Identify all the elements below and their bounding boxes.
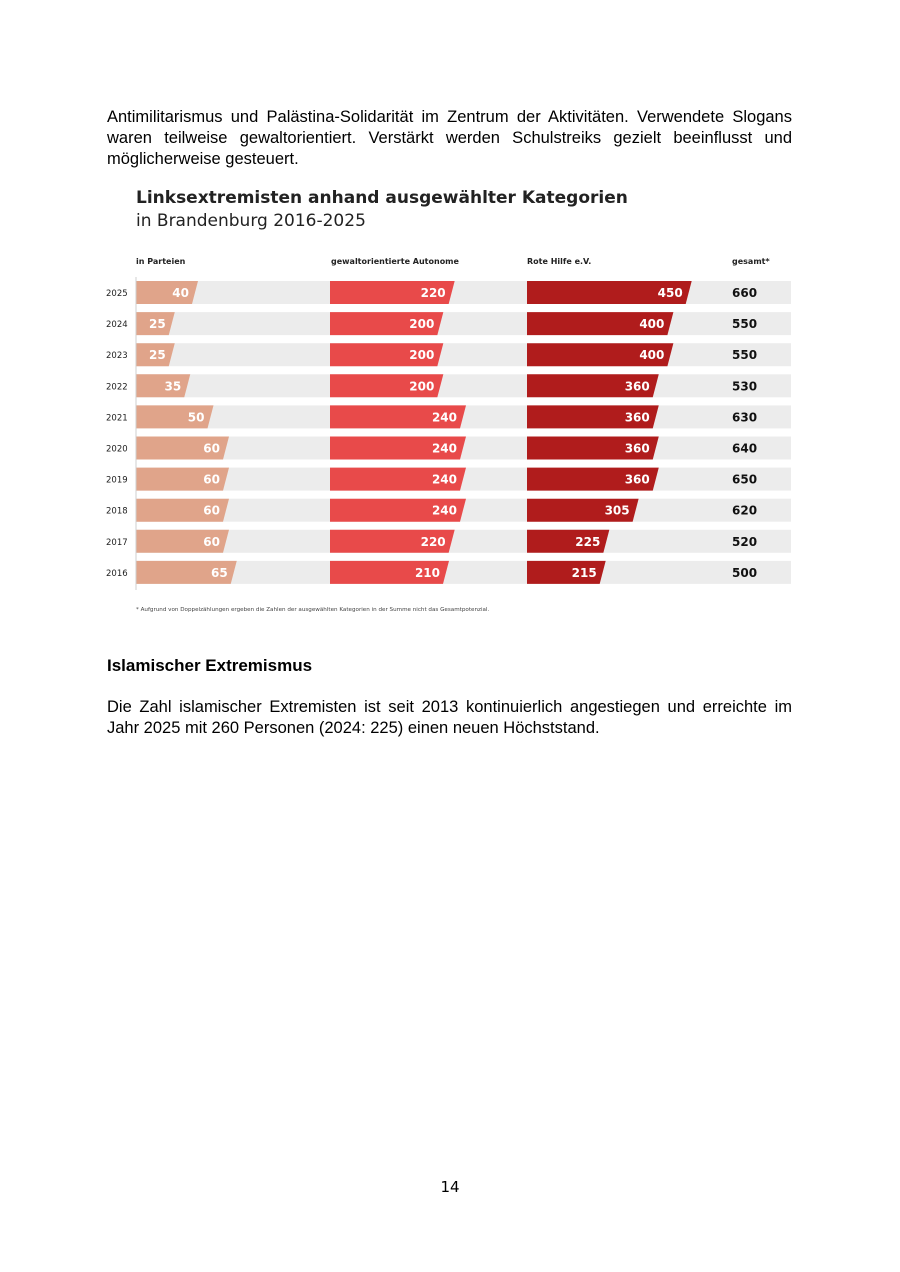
legend-in-parteien: in Parteien <box>136 257 186 266</box>
total-value-label: 620 <box>732 504 757 518</box>
bar-in-parteien <box>136 436 229 460</box>
row-background <box>136 312 791 336</box>
bar-value-label: 60 <box>203 473 220 487</box>
bar-in-parteien <box>136 281 198 304</box>
bar-in-parteien <box>136 560 237 584</box>
year-label: 2022 <box>106 382 128 392</box>
year-label: 2023 <box>106 351 128 361</box>
row-background <box>136 343 791 367</box>
bar-autonome <box>330 281 455 304</box>
section-heading: Islamischer Extremismus <box>107 656 313 675</box>
bar-rote-hilfe <box>527 405 659 429</box>
bar-rote-hilfe <box>527 560 606 584</box>
chart-footnote: * Aufgrund von Doppelzählungen ergeben d… <box>136 607 489 613</box>
year-label: 2021 <box>106 413 128 423</box>
row-background <box>136 529 791 553</box>
bar-value-label: 360 <box>625 379 650 393</box>
bar-in-parteien <box>136 467 229 491</box>
total-value-label: 650 <box>732 473 757 487</box>
bar-autonome <box>330 312 444 336</box>
bar-rote-hilfe <box>527 374 659 398</box>
bar-autonome <box>330 529 455 553</box>
bar-in-parteien <box>136 374 191 398</box>
row-background <box>136 374 791 398</box>
bar-value-label: 240 <box>432 504 457 518</box>
bar-value-label: 360 <box>625 410 650 424</box>
page-number: 14 <box>440 1178 460 1196</box>
bar-value-label: 400 <box>639 348 664 362</box>
bar-rote-hilfe <box>527 343 674 367</box>
body-paragraph: Die Zahl islamischer Extremisten ist sei… <box>107 698 792 737</box>
year-label: 2024 <box>106 320 128 330</box>
bar-value-label: 225 <box>575 535 600 549</box>
bar-autonome <box>330 374 444 398</box>
bar-rote-hilfe <box>527 312 674 336</box>
bar-autonome <box>330 343 444 367</box>
bar-value-label: 450 <box>658 286 683 300</box>
bar-value-label: 305 <box>605 504 630 518</box>
row-background <box>136 560 791 584</box>
intro-paragraph: Antimilitarismus und Palästina-Solidarit… <box>107 108 792 168</box>
bar-in-parteien <box>136 343 175 367</box>
bar-in-parteien <box>136 498 229 522</box>
bar-value-label: 200 <box>409 348 434 362</box>
year-label: 2019 <box>106 476 128 486</box>
row-background <box>136 281 791 304</box>
bar-rote-hilfe <box>527 281 692 304</box>
bar-value-label: 65 <box>211 566 228 580</box>
bar-value-label: 25 <box>149 317 166 331</box>
bar-value-label: 200 <box>409 379 434 393</box>
bar-value-label: 215 <box>572 566 597 580</box>
bar-value-label: 210 <box>415 566 440 580</box>
bar-in-parteien <box>136 405 214 429</box>
bar-value-label: 220 <box>421 286 446 300</box>
bar-value-label: 50 <box>188 410 205 424</box>
bar-value-label: 40 <box>172 286 189 300</box>
year-label: 2017 <box>106 538 128 548</box>
chart-subtitle: in Brandenburg 2016-2025 <box>136 211 366 231</box>
bar-value-label: 200 <box>409 317 434 331</box>
bar-value-label: 240 <box>432 442 457 456</box>
bar-value-label: 240 <box>432 410 457 424</box>
total-value-label: 550 <box>732 317 757 331</box>
total-value-label: 500 <box>732 566 757 580</box>
total-value-label: 530 <box>732 379 757 393</box>
year-label: 2018 <box>106 507 128 517</box>
total-value-label: 520 <box>732 535 757 549</box>
bar-value-label: 360 <box>625 473 650 487</box>
bar-value-label: 60 <box>203 535 220 549</box>
bar-rote-hilfe <box>527 498 639 522</box>
bar-autonome <box>330 467 466 491</box>
bar-autonome <box>330 436 466 460</box>
year-label: 2025 <box>106 289 128 299</box>
bar-value-label: 60 <box>203 504 220 518</box>
total-value-label: 660 <box>732 286 757 300</box>
legend-gesamt: gesamt* <box>732 257 770 266</box>
legend-rote-hilfe: Rote Hilfe e.V. <box>527 257 591 266</box>
total-value-label: 640 <box>732 442 757 456</box>
bar-in-parteien <box>136 529 229 553</box>
bar-value-label: 360 <box>625 442 650 456</box>
bar-rote-hilfe <box>527 436 659 460</box>
total-value-label: 550 <box>732 348 757 362</box>
bar-value-label: 35 <box>165 379 182 393</box>
bar-rote-hilfe <box>527 467 659 491</box>
chart-rows: 2025 40 220 450 660 2024 25 200 400 550 2023 25 200 4… <box>106 281 791 584</box>
bar-value-label: 60 <box>203 442 220 456</box>
bar-autonome <box>330 560 449 584</box>
year-label: 2020 <box>106 445 128 455</box>
bar-value-label: 240 <box>432 473 457 487</box>
total-value-label: 630 <box>732 410 757 424</box>
bar-rote-hilfe <box>527 529 610 553</box>
bar-autonome <box>330 498 466 522</box>
legend-gewaltorientierte-autonome: gewaltorientierte Autonome <box>331 257 460 266</box>
bar-in-parteien <box>136 312 175 336</box>
year-label: 2016 <box>106 569 128 579</box>
bar-value-label: 400 <box>639 317 664 331</box>
left-extremists-chart: Linksextremisten anhand ausgewählter Kat… <box>106 188 791 613</box>
chart-title: Linksextremisten anhand ausgewählter Kat… <box>136 188 628 208</box>
bar-value-label: 220 <box>421 535 446 549</box>
bar-autonome <box>330 405 466 429</box>
bar-value-label: 25 <box>149 348 166 362</box>
